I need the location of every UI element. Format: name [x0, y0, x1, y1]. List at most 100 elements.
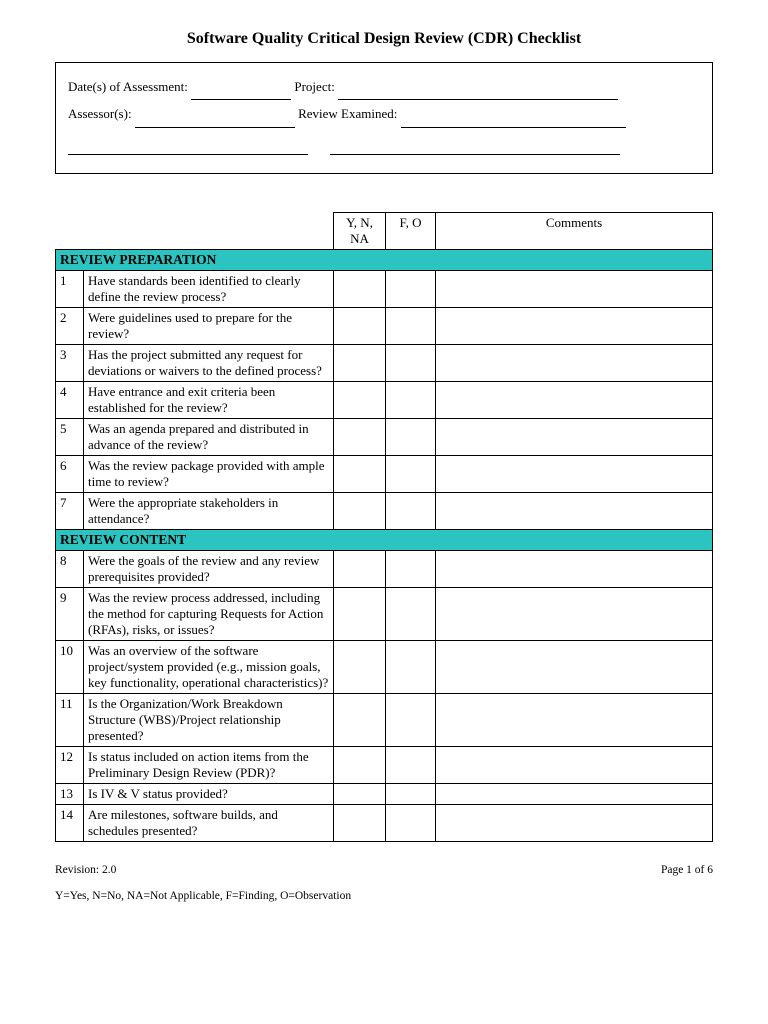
col-yn-header: Y, N, NA — [334, 212, 386, 249]
cell-fo[interactable] — [386, 455, 436, 492]
cell-comments[interactable] — [436, 307, 713, 344]
col-comments-header: Comments — [436, 212, 713, 249]
row-question: Was the review package provided with amp… — [84, 455, 334, 492]
cell-fo[interactable] — [386, 307, 436, 344]
cell-yn[interactable] — [334, 418, 386, 455]
col-fo-header: F, O — [386, 212, 436, 249]
cell-yn[interactable] — [334, 693, 386, 746]
cell-comments[interactable] — [436, 746, 713, 783]
review-field[interactable] — [401, 114, 626, 128]
row-number: 3 — [56, 344, 84, 381]
cell-fo[interactable] — [386, 783, 436, 804]
row-number: 8 — [56, 550, 84, 587]
cell-fo[interactable] — [386, 746, 436, 783]
cell-yn[interactable] — [334, 550, 386, 587]
row-number: 6 — [56, 455, 84, 492]
row-question: Were guidelines used to prepare for the … — [84, 307, 334, 344]
cell-comments[interactable] — [436, 640, 713, 693]
table-row: 9Was the review process addressed, inclu… — [56, 587, 713, 640]
row-number: 7 — [56, 492, 84, 529]
project-field[interactable] — [338, 86, 618, 100]
row-number: 2 — [56, 307, 84, 344]
row-number: 10 — [56, 640, 84, 693]
cell-comments[interactable] — [436, 344, 713, 381]
cell-yn[interactable] — [334, 270, 386, 307]
cell-yn[interactable] — [334, 746, 386, 783]
assessor-label: Assessor(s): — [68, 106, 132, 121]
row-question: Have entrance and exit criteria been est… — [84, 381, 334, 418]
cell-comments[interactable] — [436, 418, 713, 455]
cell-fo[interactable] — [386, 418, 436, 455]
row-question: Was an overview of the software project/… — [84, 640, 334, 693]
table-row: 10Was an overview of the software projec… — [56, 640, 713, 693]
table-row: 2Were guidelines used to prepare for the… — [56, 307, 713, 344]
cell-comments[interactable] — [436, 693, 713, 746]
cell-yn[interactable] — [334, 492, 386, 529]
cell-fo[interactable] — [386, 693, 436, 746]
cell-yn[interactable] — [334, 344, 386, 381]
cell-fo[interactable] — [386, 270, 436, 307]
table-row: 8Were the goals of the review and any re… — [56, 550, 713, 587]
revision-text: Revision: 2.0 — [55, 864, 116, 876]
row-question: Were the goals of the review and any rev… — [84, 550, 334, 587]
project-label: Project: — [294, 79, 334, 94]
page-number: Page 1 of 6 — [661, 864, 713, 876]
cell-comments[interactable] — [436, 270, 713, 307]
table-row: 6Was the review package provided with am… — [56, 455, 713, 492]
cell-yn[interactable] — [334, 455, 386, 492]
cell-yn[interactable] — [334, 640, 386, 693]
cell-fo[interactable] — [386, 344, 436, 381]
cell-yn[interactable] — [334, 307, 386, 344]
table-row: 5Was an agenda prepared and distributed … — [56, 418, 713, 455]
cell-fo[interactable] — [386, 381, 436, 418]
cell-fo[interactable] — [386, 587, 436, 640]
table-row: 13Is IV & V status provided? — [56, 783, 713, 804]
cell-comments[interactable] — [436, 587, 713, 640]
cell-fo[interactable] — [386, 640, 436, 693]
cell-yn[interactable] — [334, 381, 386, 418]
cell-comments[interactable] — [436, 783, 713, 804]
cell-fo[interactable] — [386, 492, 436, 529]
row-question: Was the review process addressed, includ… — [84, 587, 334, 640]
cell-fo[interactable] — [386, 804, 436, 841]
row-number: 9 — [56, 587, 84, 640]
cell-comments[interactable] — [436, 455, 713, 492]
extra-field-1[interactable] — [68, 141, 308, 155]
row-question: Is status included on action items from … — [84, 746, 334, 783]
cell-comments[interactable] — [436, 381, 713, 418]
cell-yn[interactable] — [334, 783, 386, 804]
legend-text: Y=Yes, N=No, NA=Not Applicable, F=Findin… — [55, 890, 713, 902]
cell-comments[interactable] — [436, 492, 713, 529]
table-row: 12Is status included on action items fro… — [56, 746, 713, 783]
row-question: Is IV & V status provided? — [84, 783, 334, 804]
table-row: 7Were the appropriate stakeholders in at… — [56, 492, 713, 529]
date-field[interactable] — [191, 86, 291, 100]
cell-comments[interactable] — [436, 804, 713, 841]
cell-yn[interactable] — [334, 587, 386, 640]
table-row: 4Have entrance and exit criteria been es… — [56, 381, 713, 418]
row-number: 12 — [56, 746, 84, 783]
row-question: Have standards been identified to clearl… — [84, 270, 334, 307]
row-question: Were the appropriate stakeholders in att… — [84, 492, 334, 529]
assessment-info-box: Date(s) of Assessment: Project: Assessor… — [55, 62, 713, 174]
table-row: 11Is the Organization/Work Breakdown Str… — [56, 693, 713, 746]
cell-fo[interactable] — [386, 550, 436, 587]
row-number: 14 — [56, 804, 84, 841]
row-question: Is the Organization/Work Breakdown Struc… — [84, 693, 334, 746]
page-title: Software Quality Critical Design Review … — [55, 30, 713, 48]
row-number: 11 — [56, 693, 84, 746]
checklist-table: Y, N, NA F, O Comments REVIEW PREPARATIO… — [55, 212, 713, 842]
row-number: 5 — [56, 418, 84, 455]
section-review-content: REVIEW CONTENT — [56, 529, 713, 550]
cell-comments[interactable] — [436, 550, 713, 587]
row-number: 1 — [56, 270, 84, 307]
review-label: Review Examined: — [298, 106, 397, 121]
row-number: 13 — [56, 783, 84, 804]
assessor-field[interactable] — [135, 114, 295, 128]
cell-yn[interactable] — [334, 804, 386, 841]
table-row: 1Have standards been identified to clear… — [56, 270, 713, 307]
table-row: 3Has the project submitted any request f… — [56, 344, 713, 381]
row-number: 4 — [56, 381, 84, 418]
extra-field-2[interactable] — [330, 141, 620, 155]
section-review-preparation: REVIEW PREPARATION — [56, 249, 713, 270]
